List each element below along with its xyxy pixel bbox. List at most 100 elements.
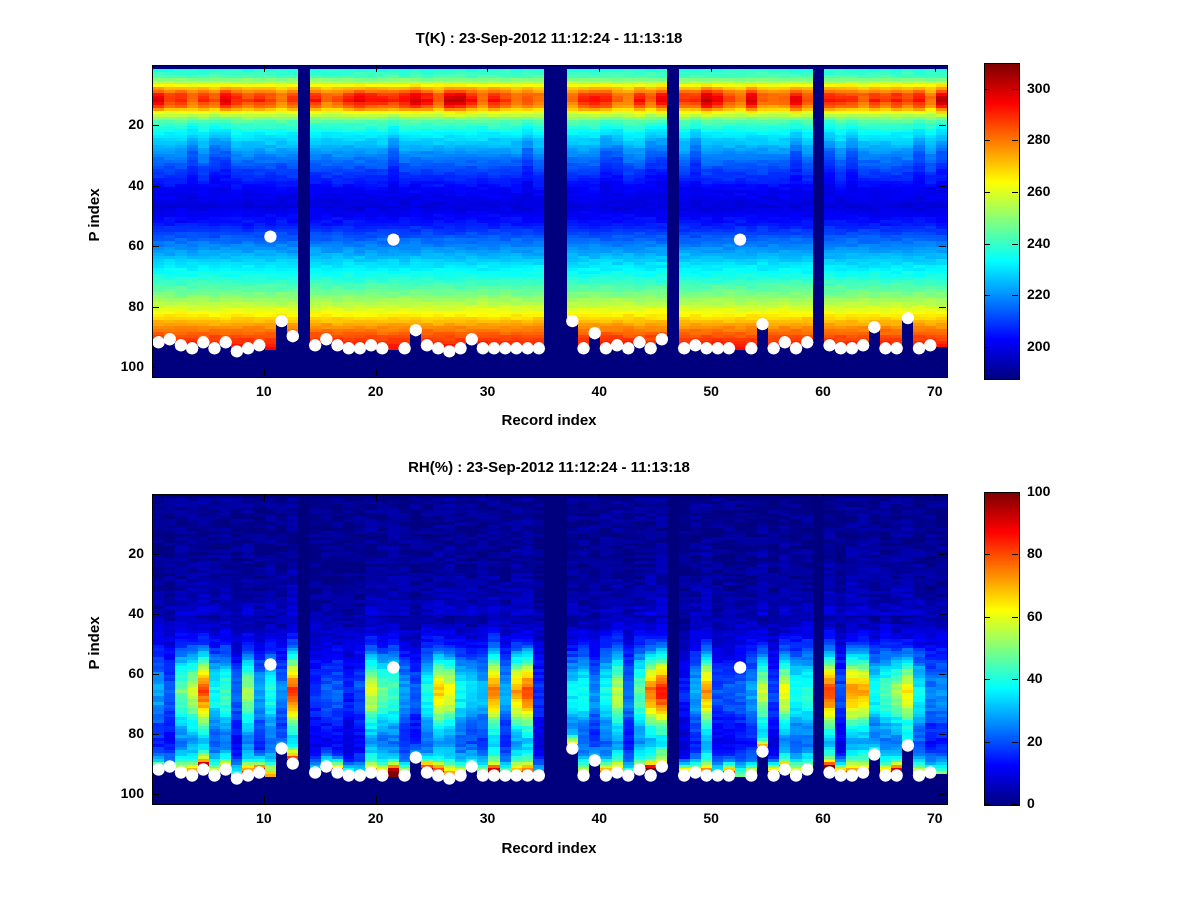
x-tick-label: 60 [815,383,831,399]
y-tick-label: 60 [128,237,144,254]
x-tick-mark [711,494,713,501]
y-tick-label: 60 [128,665,144,681]
colorbar-tick-mark [1012,741,1018,743]
colorbar-tick-mark [1012,679,1018,681]
colorbar-tick-mark [1012,347,1018,349]
x-tick-mark [487,369,489,376]
x-tick-label: 30 [479,383,496,399]
colorbar-tick-mark [1012,243,1018,245]
x-tick-label: 70 [927,383,943,399]
y-tick-mark [939,554,946,555]
y-tick-label: 40 [128,605,144,621]
y-tick-mark [939,306,946,308]
x-tick-mark [375,796,377,803]
x-tick-mark [822,65,824,72]
x-tick-mark [711,369,713,376]
colorbar-tick-label: 80 [1027,545,1043,562]
y-tick-label: 40 [128,176,144,193]
colorbar-tick-mark [984,554,990,556]
colorbar-tick-label: 100 [1027,483,1051,499]
x-tick-mark [934,369,936,376]
x-tick-mark [822,494,824,501]
y-tick-mark [152,734,159,735]
x-tick-mark [934,494,936,501]
x-tick-mark [487,796,489,803]
x-tick-label: 70 [927,810,943,826]
x-tick-mark [487,65,489,72]
panel-temperature-title: T(K) : 23-Sep-2012 11:12:24 - 11:13:18 [415,30,683,47]
x-tick-mark [375,494,377,501]
x-tick-mark [263,65,265,72]
x-tick-label: 10 [256,810,272,826]
colorbar-tick-label: 20 [1027,732,1043,749]
y-tick-mark [152,246,159,248]
temperature-colorbar-gradient [985,64,1019,379]
y-tick-mark [939,674,946,675]
colorbar-tick-mark [1012,554,1018,556]
x-tick-mark [934,796,936,803]
x-tick-mark [487,494,489,501]
colorbar-tick-mark [984,140,990,142]
x-tick-label: 40 [591,810,608,826]
relative-humidity-heatmap-axes [152,494,948,805]
y-tick-label: 20 [128,545,144,561]
colorbar-tick-mark [1012,88,1018,90]
x-tick-mark [822,369,824,376]
y-tick-label: 100 [120,785,144,801]
y-tick-mark [152,185,159,187]
x-tick-mark [599,369,601,376]
colorbar-tick-mark [1012,295,1018,297]
y-tick-mark [939,614,946,615]
relative-humidity-colorbar [984,492,1020,806]
colorbar-tick-mark [984,347,990,349]
colorbar-tick-mark [1012,492,1018,493]
y-tick-mark [939,734,946,735]
colorbar-tick-label: 300 [1027,79,1051,96]
colorbar-tick-mark [984,679,990,681]
temperature-y-axis-label: P index [86,188,103,242]
x-tick-label: 30 [479,810,496,826]
y-tick-mark [939,794,946,795]
y-tick-label: 80 [128,297,144,314]
panel-relative-humidity-title: RH(%) : 23-Sep-2012 11:12:24 - 11:13:18 [408,459,690,476]
y-tick-mark [152,794,159,795]
x-tick-label: 20 [367,383,384,399]
y-tick-label: 100 [120,357,144,374]
colorbar-tick-label: 260 [1027,183,1051,200]
x-tick-label: 60 [815,810,831,826]
y-tick-mark [152,614,159,615]
colorbar-tick-label: 280 [1027,131,1051,148]
x-tick-label: 50 [703,810,719,826]
x-tick-mark [375,369,377,376]
x-tick-mark [375,65,377,72]
x-tick-label: 50 [703,383,719,399]
temperature-x-axis-label: Record index [501,412,597,429]
y-tick-mark [939,366,946,368]
y-tick-mark [939,246,946,248]
x-tick-mark [599,65,601,72]
temperature-heatmap-axes [152,65,948,378]
colorbar-tick-mark [984,192,990,194]
colorbar-tick-label: 200 [1027,338,1051,355]
colorbar-tick-mark [984,616,990,618]
colorbar-tick-mark [984,492,990,493]
colorbar-tick-mark [984,295,990,297]
temperature-colorbar [984,63,1020,380]
colorbar-tick-mark [1012,804,1018,805]
relative-humidity-heatmap-image [153,495,947,804]
y-tick-mark [939,125,946,127]
x-tick-label: 40 [591,383,608,399]
y-tick-mark [152,366,159,368]
colorbar-tick-label: 220 [1027,286,1051,303]
y-tick-mark [152,554,159,555]
y-tick-mark [152,125,159,127]
temperature-heatmap-image [153,66,947,377]
x-tick-mark [822,796,824,803]
y-tick-mark [152,674,159,675]
x-tick-mark [263,796,265,803]
colorbar-tick-mark [1012,616,1018,618]
x-tick-mark [263,369,265,376]
y-tick-mark [152,306,159,308]
colorbar-tick-label: 40 [1027,670,1043,687]
x-tick-mark [711,796,713,803]
